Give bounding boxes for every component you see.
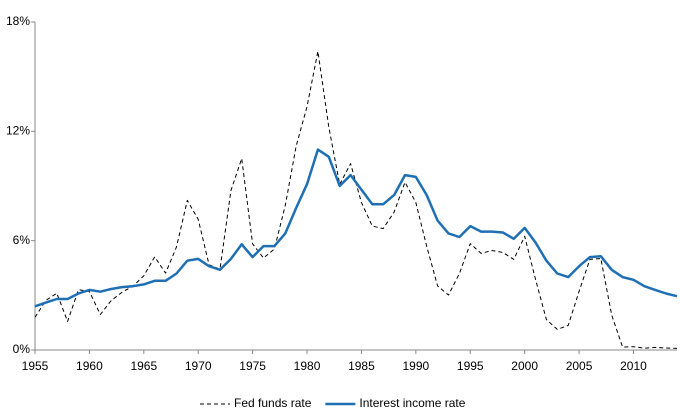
x-tick-label: 1965 — [130, 359, 157, 373]
x-tick-label: 1970 — [185, 359, 212, 373]
x-tick-label: 1975 — [239, 359, 266, 373]
x-tick-label: 1955 — [22, 359, 49, 373]
y-tick-label: 18% — [6, 14, 30, 28]
x-tick-label: 1960 — [76, 359, 103, 373]
y-tick-label: 0% — [13, 342, 31, 356]
x-tick-label: 2005 — [566, 359, 593, 373]
x-tick-label: 2010 — [620, 359, 647, 373]
y-tick-label: 6% — [13, 233, 31, 247]
x-tick-label: 1980 — [294, 359, 321, 373]
x-tick-label: 1990 — [402, 359, 429, 373]
y-tick-label: 12% — [6, 124, 30, 138]
x-tick-label: 1995 — [457, 359, 484, 373]
legend-label: Fed funds rate — [234, 396, 312, 410]
series-line — [34, 50, 678, 349]
series-line — [34, 148, 678, 308]
x-tick-label: 1985 — [348, 359, 375, 373]
legend-label: Interest income rate — [359, 396, 465, 410]
x-tick-label: 2000 — [511, 359, 538, 373]
